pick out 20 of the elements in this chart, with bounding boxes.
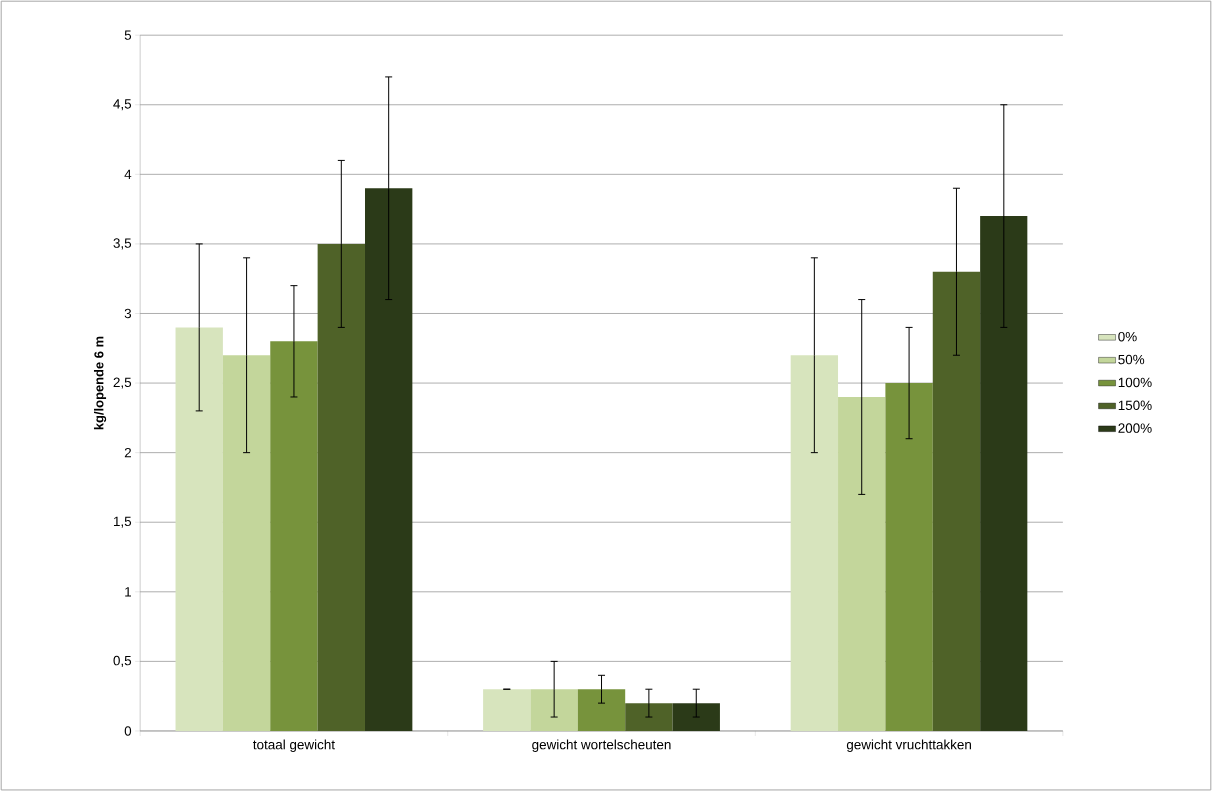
y-tick-label: 4,5 — [113, 99, 132, 111]
y-tick-label: 1 — [125, 587, 131, 597]
y-tick-label: 2,5 — [113, 377, 132, 389]
y-tick-label: 4 — [124, 169, 132, 179]
y-tick-label: 0 — [124, 726, 132, 736]
x-tick-label: gewicht wortelscheuten — [532, 739, 671, 752]
y-tick-label: 2 — [124, 447, 131, 458]
legend-label: 100% — [1118, 377, 1152, 388]
legend-label: 200% — [1118, 423, 1152, 433]
x-tick-label: totaal gewicht — [253, 739, 335, 752]
y-tick-label: 3 — [124, 308, 132, 319]
legend-label: 150% — [1118, 400, 1152, 410]
y-tick-label: 1,5 — [113, 516, 132, 528]
y-tick-label: 3,5 — [113, 238, 132, 250]
legend-label: 0% — [1118, 331, 1137, 342]
x-tick-label: gewicht vruchttakken — [846, 739, 971, 752]
legend-label: 50% — [1118, 354, 1145, 365]
y-tick-label: 0,5 — [113, 655, 132, 667]
y-axis-title: kg/lopende 6 m — [93, 336, 107, 430]
y-tick-label: 5 — [124, 30, 132, 40]
